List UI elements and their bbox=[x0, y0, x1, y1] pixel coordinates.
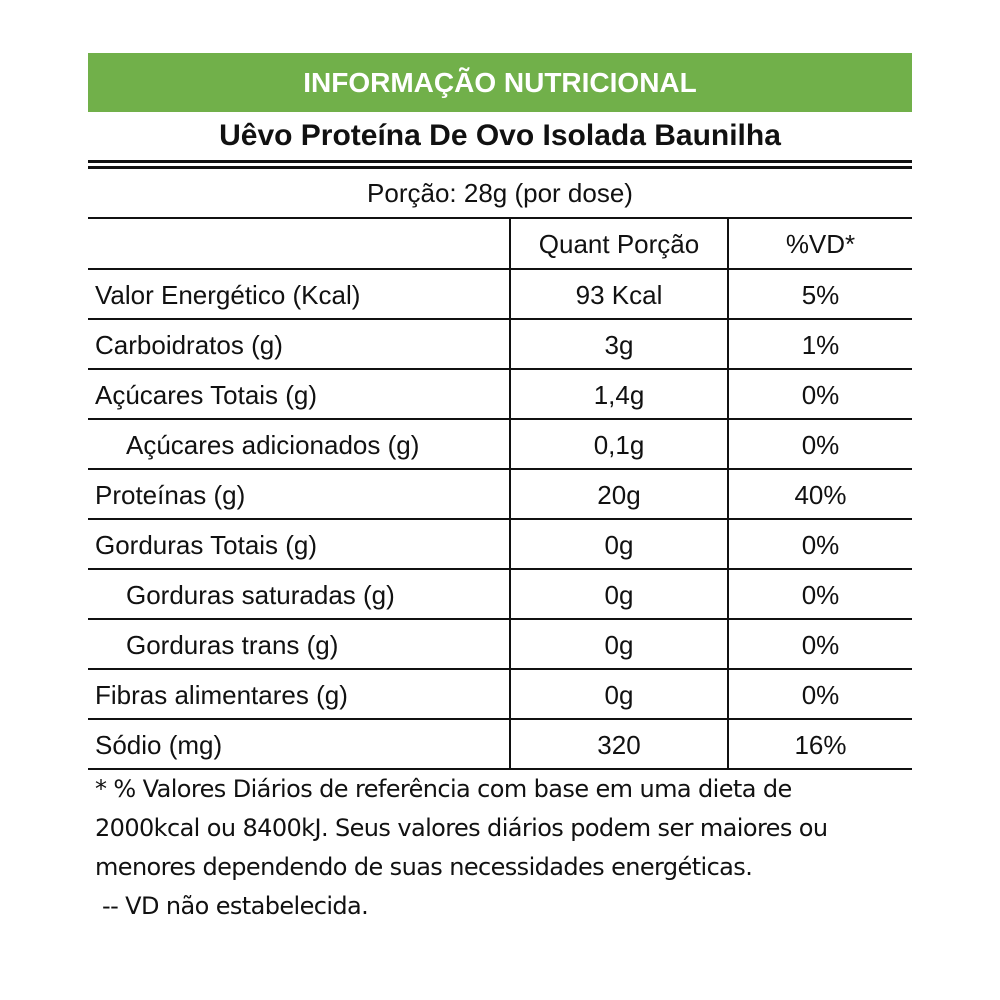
row-vd: 0% bbox=[801, 579, 840, 610]
row-amount: 0g bbox=[604, 529, 634, 560]
divider bbox=[88, 368, 912, 370]
row-name: Gorduras trans (g) bbox=[126, 629, 339, 660]
row-name: Açúcares Totais (g) bbox=[95, 379, 318, 410]
row-amount: 0,1g bbox=[593, 429, 645, 460]
divider bbox=[88, 418, 912, 420]
row-name: Proteínas (g) bbox=[95, 479, 246, 510]
portion: Porção: 28g (por dose) bbox=[367, 178, 633, 208]
row-vd: 0% bbox=[801, 629, 840, 660]
column-line bbox=[509, 218, 511, 769]
row-amount: 20g bbox=[597, 479, 641, 510]
column-line bbox=[727, 218, 729, 769]
row-vd: 0% bbox=[801, 379, 840, 410]
row-amount: 0g bbox=[604, 679, 634, 710]
row-name: Sódio (mg) bbox=[95, 729, 223, 760]
row-name: Fibras alimentares (g) bbox=[95, 679, 348, 710]
row-amount: 1,4g bbox=[593, 379, 645, 410]
label-title: INFORMAÇÃO NUTRICIONAL bbox=[88, 53, 912, 112]
row-amount: 3g bbox=[604, 329, 634, 360]
row-vd: 16% bbox=[794, 729, 847, 760]
row-name: Carboidratos (g) bbox=[95, 329, 283, 360]
row-vd: 5% bbox=[801, 279, 840, 310]
divider bbox=[88, 217, 912, 219]
divider bbox=[88, 568, 912, 570]
footnote: menores dependendo de suas necessidades … bbox=[95, 853, 753, 881]
row-name: Valor Energético (Kcal) bbox=[95, 279, 361, 310]
divider bbox=[88, 160, 912, 163]
divider bbox=[88, 518, 912, 520]
row-name: Gorduras Totais (g) bbox=[95, 529, 318, 560]
row-amount: 93 Kcal bbox=[575, 279, 663, 310]
row-vd: 40% bbox=[794, 479, 847, 510]
divider bbox=[88, 718, 912, 720]
column-header: Quant Porção bbox=[538, 228, 700, 259]
divider bbox=[88, 768, 912, 770]
row-amount: 320 bbox=[597, 729, 641, 760]
product-name: Uêvo Proteína De Ovo Isolada Baunilha bbox=[219, 119, 781, 152]
divider bbox=[88, 618, 912, 620]
row-vd: 0% bbox=[801, 429, 840, 460]
row-amount: 0g bbox=[604, 629, 634, 660]
column-header: %VD* bbox=[785, 228, 856, 259]
row-vd: 1% bbox=[801, 329, 840, 360]
divider bbox=[88, 166, 912, 169]
footnote: 2000kcal ou 8400kJ. Seus valores diários… bbox=[95, 814, 828, 842]
row-vd: 0% bbox=[801, 529, 840, 560]
row-amount: 0g bbox=[604, 579, 634, 610]
divider bbox=[88, 268, 912, 270]
row-name: Açúcares adicionados (g) bbox=[126, 429, 420, 460]
row-vd: 0% bbox=[801, 679, 840, 710]
divider bbox=[88, 668, 912, 670]
footnote: -- VD não estabelecida. bbox=[95, 892, 369, 920]
footnote: * % Valores Diários de referência com ba… bbox=[95, 775, 792, 803]
divider bbox=[88, 468, 912, 470]
divider bbox=[88, 318, 912, 320]
row-name: Gorduras saturadas (g) bbox=[126, 579, 395, 610]
